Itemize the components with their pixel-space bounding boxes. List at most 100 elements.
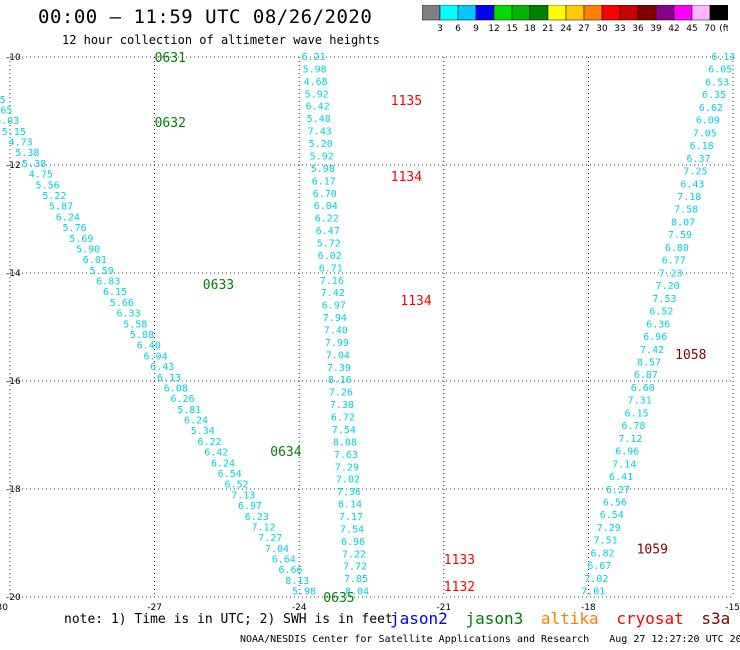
wave-height-value: 6.37 <box>687 154 711 165</box>
wave-height-value: 6.35 <box>702 90 726 101</box>
wave-height-value: 7.17 <box>339 512 363 523</box>
wave-height-value: 5.56 <box>36 180 60 191</box>
footer: NOAA/NESDIS Center for Satellite Applica… <box>240 634 740 645</box>
wave-height-value: 7.63 <box>334 450 358 461</box>
wave-height-value: 6.24 <box>184 416 208 427</box>
wave-height-value: 7.04 <box>326 350 350 361</box>
wave-height-value: 8.04 <box>345 587 369 598</box>
wave-height-value: 5.98 <box>303 64 327 75</box>
wave-height-value: 6.60 <box>631 383 655 394</box>
pass-time-label: 0635 <box>323 591 354 606</box>
wave-height-value: 5.87 <box>49 202 73 213</box>
pass-time-label: 1134 <box>400 294 431 309</box>
pass-time-label: 1134 <box>391 170 422 185</box>
pass-time-label: 1059 <box>637 542 668 557</box>
wave-height-value: 5.69 <box>69 234 93 245</box>
wave-height-value: 5.92 <box>305 89 329 100</box>
wave-height-value: 6.40 <box>137 341 161 352</box>
colorbar-unit: (ft) <box>719 24 728 34</box>
legend-altika: altika <box>540 609 599 628</box>
colorbar-label: 12 <box>488 24 499 34</box>
wave-height-value: 5.45 <box>0 95 6 106</box>
wave-height-value: 7.18 <box>677 192 701 203</box>
wave-height-value: 7.51 <box>594 536 618 547</box>
legend-jason2: jason2 <box>390 609 448 628</box>
wave-height-value: 6.72 <box>331 413 355 424</box>
wave-height-value: 7.58 <box>674 205 698 216</box>
wave-height-value: 6.43 <box>680 179 704 190</box>
wave-height-value: 6.52 <box>224 480 248 491</box>
wave-height-value: 8.14 <box>338 500 362 511</box>
wave-height-value: 6.05 <box>708 65 732 76</box>
wave-height-value: 5.98 <box>292 587 316 598</box>
y-tick-label: -12 <box>6 161 21 171</box>
colorbar-label: 70 <box>704 24 716 34</box>
wave-height-value: 7.53 <box>652 294 676 305</box>
pass-time-label: 0632 <box>155 116 186 131</box>
wave-height-value: 6.23 <box>245 512 269 523</box>
wave-height-value: 6.22 <box>198 437 222 448</box>
wave-height-value: 6.78 <box>621 421 645 432</box>
x-tick-label: -27 <box>147 603 162 613</box>
wave-height-value: 5.20 <box>309 139 333 150</box>
wave-height-value: 7.16 <box>320 276 344 287</box>
wave-height-value: 6.01 <box>83 255 107 266</box>
wave-height-value: 4.68 <box>304 77 328 88</box>
wave-height-value: 6.42 <box>204 448 228 459</box>
wave-height-value: 6.62 <box>699 103 723 114</box>
legend-cryosat: cryosat <box>616 609 684 628</box>
wave-height-value: 5.38 <box>22 159 46 170</box>
wave-height-value: 5.48 <box>307 114 331 125</box>
wave-height-value: 7.02 <box>336 475 360 486</box>
wave-height-value: 7.39 <box>327 363 351 374</box>
wave-height-value: 6.41 <box>609 472 633 483</box>
wave-height-value: 7.22 <box>342 549 366 560</box>
wave-height-value: 6.54 <box>218 469 242 480</box>
wave-height-value: 8.57 <box>637 357 661 368</box>
wave-height-value: 7.85 <box>344 574 368 585</box>
wave-height-value: 7.04 <box>265 544 289 555</box>
wave-height-value: 6.71 <box>319 263 343 274</box>
wave-height-value: 5.15 <box>2 127 26 138</box>
pass-time-label: 0633 <box>203 278 234 293</box>
wave-height-value: 5.65 <box>0 105 12 116</box>
wave-height-value: 7.54 <box>340 524 364 535</box>
wave-height-value: 8.07 <box>671 217 695 228</box>
wave-height-value: 5.66 <box>110 298 134 309</box>
wave-height-value: 6.64 <box>272 555 296 566</box>
wave-height-value: 8.08 <box>333 437 357 448</box>
wave-height-value: 6.43 <box>150 362 174 373</box>
wave-height-value: 6.24 <box>56 212 80 223</box>
wave-height-value: 7.94 <box>323 313 347 324</box>
wave-height-value: 6.42 <box>306 102 330 113</box>
wave-height-value: 6.87 <box>634 370 658 381</box>
wave-height-value: 6.96 <box>643 332 667 343</box>
wave-height-value: 7.38 <box>330 400 354 411</box>
colorbar-label: 33 <box>614 24 625 34</box>
colorbar-label: 21 <box>542 24 553 34</box>
wave-height-value: 7.72 <box>343 562 367 573</box>
wave-height-value: 5.98 <box>311 164 335 175</box>
colorbar-label: 42 <box>668 24 679 34</box>
wave-height-value: 7.99 <box>325 338 349 349</box>
wave-height-value: 7.43 <box>308 127 332 138</box>
wave-height-value: 6.18 <box>690 141 714 152</box>
wave-height-value: 6.97 <box>322 301 346 312</box>
wave-height-value: 6.83 <box>96 277 120 288</box>
wave-height-value: 7.12 <box>618 434 642 445</box>
wave-height-value: 7.12 <box>251 522 275 533</box>
wave-height-value: 6.26 <box>171 394 195 405</box>
wave-height-value: 5.92 <box>310 151 334 162</box>
wave-height-value: 7.54 <box>332 425 356 436</box>
wave-height-value: 7.25 <box>683 167 707 178</box>
pass-time-label: 0631 <box>155 51 186 66</box>
wave-height-value: 7.29 <box>597 523 621 534</box>
legend-jason3: jason3 <box>465 609 524 628</box>
wave-height-value: 6.13 <box>157 373 181 384</box>
wave-height-value: 7.27 <box>258 533 282 544</box>
wave-height-value: 7.42 <box>640 345 664 356</box>
units-note: note: 1) Time is in UTC; 2) SWH is in fe… <box>64 612 393 627</box>
wave-height-value: 7.23 <box>659 268 683 279</box>
